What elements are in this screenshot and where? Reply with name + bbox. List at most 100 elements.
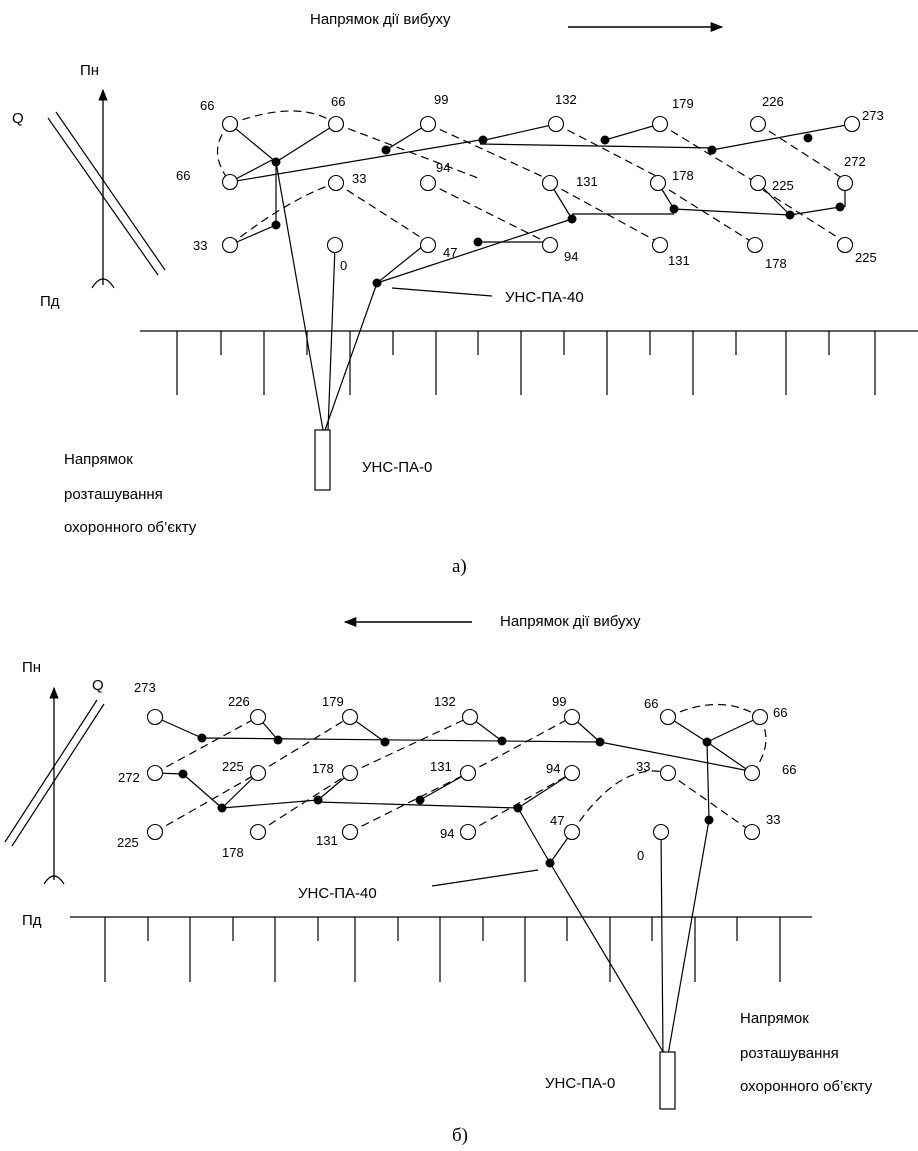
hole-b47 [563, 823, 581, 841]
blast-direction-label-b: Напрямок дії вибуху [500, 613, 641, 630]
diagram-b: Напрямок дії вибуху Пн Q Пд [4, 613, 873, 1146]
hole-a33b [327, 174, 345, 192]
hole-b226 [249, 708, 267, 726]
hole-label-b99: 99 [552, 694, 566, 709]
hole-a0 [326, 236, 344, 254]
compass-tail-icon-a [91, 278, 115, 289]
hole-a132 [547, 115, 565, 133]
north-label-b: Пн [22, 659, 41, 676]
hole-label-a225b: 225 [855, 250, 877, 265]
hole-a94b [541, 236, 559, 254]
hole-label-a47: 47 [443, 245, 457, 260]
hole-b94a [563, 764, 581, 782]
hole-label-a179: 179 [672, 96, 694, 111]
hole-b179 [341, 708, 359, 726]
hole-label-a94b: 94 [564, 249, 578, 264]
unspa40-label-a: УНС-ПА-40 [505, 289, 584, 306]
charge-box-icon-a [314, 429, 331, 491]
hole-label-b225a: 225 [222, 759, 244, 774]
compass-tail-icon-b [43, 875, 65, 885]
caption-b: б) [452, 1125, 468, 1146]
hole-label-a33b: 33 [352, 171, 366, 186]
north-label-a: Пн [80, 62, 99, 79]
hole-label-a132: 132 [555, 92, 577, 107]
hole-b178a [341, 764, 359, 782]
hole-label-b273: 273 [134, 680, 156, 695]
hole-labels-b: 273 226 179 132 99 66 66 66 272 225 178 … [117, 680, 796, 863]
hole-label-a66c: 66 [176, 168, 190, 183]
hole-label-b94a: 94 [546, 761, 560, 776]
hole-a33a [221, 236, 239, 254]
hole-a131b [651, 236, 669, 254]
hole-label-a131a: 131 [576, 174, 598, 189]
q-label-a: Q [12, 110, 24, 127]
hole-a94a [419, 174, 437, 192]
hole-b33a [659, 764, 677, 782]
object-direction-a-2: розташування [64, 486, 163, 503]
hole-b131a [459, 764, 477, 782]
hole-label-a66a: 66 [200, 98, 214, 113]
hole-label-b94b: 94 [440, 826, 454, 841]
q-line-a-1 [47, 117, 159, 276]
object-direction-a-3: охоронного об’єкту [64, 519, 197, 536]
hole-label-b131a: 131 [430, 759, 452, 774]
holes-a [221, 115, 861, 254]
solid-connections-a [229, 123, 853, 431]
hole-label-b179: 179 [322, 694, 344, 709]
hole-label-b178b: 178 [222, 845, 244, 860]
hole-label-a178b: 178 [765, 256, 787, 271]
object-direction-b-2: розташування [740, 1045, 839, 1062]
hole-labels-a: 66 66 66 99 132 179 226 273 33 33 94 131… [176, 92, 884, 273]
south-label-b: Пд [22, 912, 42, 929]
hole-b225b [146, 823, 164, 841]
hole-label-a272: 272 [844, 154, 866, 169]
hole-label-a33a: 33 [193, 238, 207, 253]
hole-a273 [843, 115, 861, 133]
hole-label-a225a: 225 [772, 178, 794, 193]
hole-label-a273: 273 [862, 108, 884, 123]
object-direction-a-1: Напрямок [64, 451, 133, 468]
hole-a131a [541, 174, 559, 192]
ground-ticks-a [176, 331, 876, 395]
hole-b0 [652, 823, 670, 841]
hole-label-b33a: 33 [636, 759, 650, 774]
hole-label-a178a: 178 [672, 168, 694, 183]
hole-label-b178a: 178 [312, 761, 334, 776]
hole-label-b0: 0 [637, 848, 644, 863]
hole-label-a99: 99 [434, 92, 448, 107]
q-line-b-1 [4, 699, 98, 843]
unspa40-label-b: УНС-ПА-40 [298, 885, 377, 902]
hole-a179 [651, 115, 669, 133]
hole-label-b131b: 131 [316, 833, 338, 848]
hole-a66c [221, 173, 239, 191]
hole-a272 [836, 174, 854, 192]
hole-a225b [836, 236, 854, 254]
hole-a178a [649, 174, 667, 192]
hole-b66a [659, 708, 677, 726]
hole-label-b66a: 66 [644, 696, 658, 711]
q-label-b: Q [92, 677, 104, 694]
charge-box-icon-b [659, 1051, 676, 1110]
hole-a66a [221, 115, 239, 133]
object-direction-b-3: охоронного об’єкту [740, 1078, 873, 1095]
object-direction-b-1: Напрямок [740, 1010, 809, 1027]
hole-b131b [341, 823, 359, 841]
hole-label-a66b: 66 [331, 94, 345, 109]
hole-b33b [743, 823, 761, 841]
q-line-b-2 [11, 703, 105, 847]
hole-label-b33b: 33 [766, 812, 780, 827]
holes-b [146, 708, 769, 841]
dashed-connections-a [217, 110, 846, 246]
hole-label-b225b: 225 [117, 835, 139, 850]
hole-a178b [746, 236, 764, 254]
hole-a66b [327, 115, 345, 133]
hole-b66b [751, 708, 769, 726]
hole-b99 [563, 708, 581, 726]
hole-label-b66b: 66 [773, 705, 787, 720]
hole-b273 [146, 708, 164, 726]
hole-label-b47: 47 [550, 813, 564, 828]
hole-label-a94a: 94 [436, 160, 450, 175]
hole-label-b226: 226 [228, 694, 250, 709]
hole-label-a226: 226 [762, 94, 784, 109]
hole-label-b66c: 66 [782, 762, 796, 777]
